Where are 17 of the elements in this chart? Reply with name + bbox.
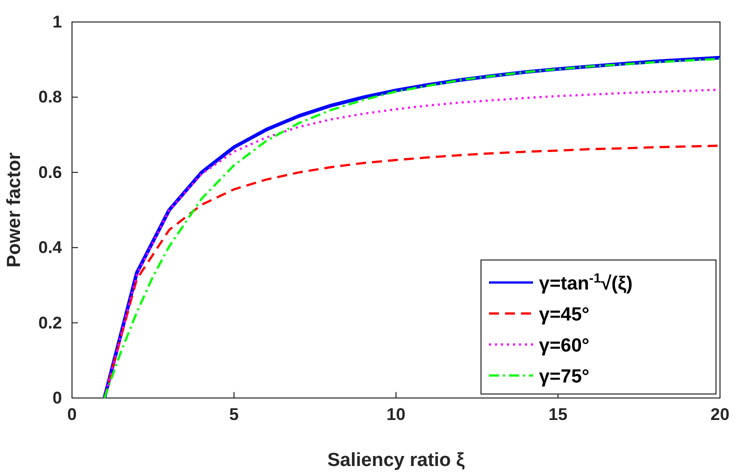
y-tick-label: 0.2 (38, 313, 62, 332)
y-tick-label: 0.4 (38, 238, 63, 258)
y-tick-label: 1 (52, 12, 62, 32)
y-axis-title: Power factor (4, 152, 25, 268)
x-tick-label: 15 (548, 405, 568, 424)
x-axis-title: Saliency ratio ξ (327, 450, 466, 471)
y-tick-label: 0 (52, 388, 62, 408)
legend-label: γ=60° (539, 336, 590, 356)
x-tick-label: 0 (67, 405, 77, 424)
x-tick-label: 10 (386, 405, 406, 424)
x-tick-label: 5 (229, 405, 239, 424)
y-tick-label: 0.6 (38, 162, 62, 182)
legend-label: γ=45° (539, 304, 590, 326)
legend-label: γ=tan$^{-1}$√(ξ) (539, 270, 633, 294)
legend-label: γ=75° (539, 366, 590, 388)
x-tick-label: 20 (710, 405, 730, 424)
y-tick-label: 0.8 (38, 88, 62, 107)
